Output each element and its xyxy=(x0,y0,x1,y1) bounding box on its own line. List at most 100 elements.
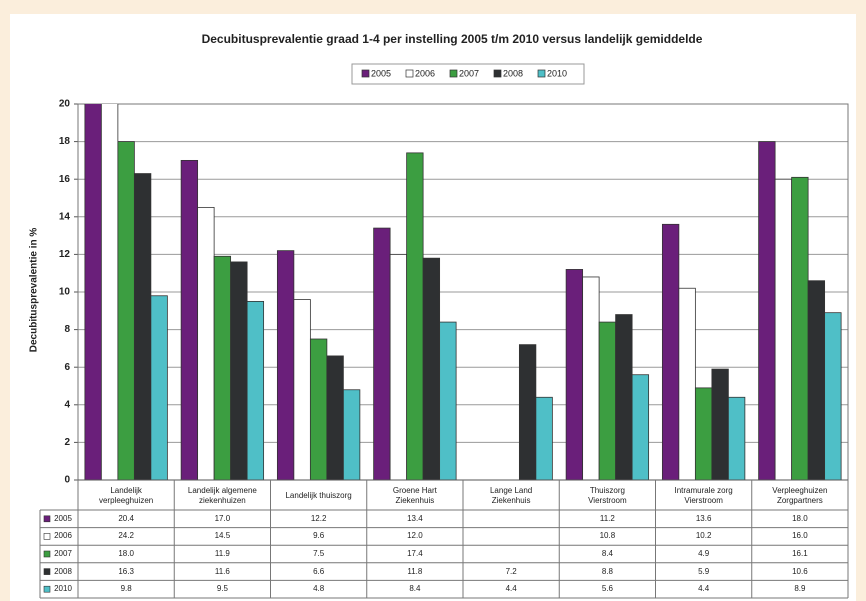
bar xyxy=(100,104,119,480)
table-value: 20.4 xyxy=(118,513,134,523)
bar xyxy=(180,159,199,480)
table-value: 4.4 xyxy=(698,584,710,594)
legend-key xyxy=(361,69,370,78)
legend-key xyxy=(449,69,458,78)
table-series-label: 2006 xyxy=(54,531,72,541)
table-value: 6.6 xyxy=(313,566,325,576)
bar xyxy=(117,141,135,480)
table-value: 5.6 xyxy=(601,584,613,594)
bar xyxy=(518,344,537,480)
y-axis-label: Decubitusprevalentie in % xyxy=(29,228,40,353)
table-legend-key xyxy=(43,568,51,575)
table-series-label: 2008 xyxy=(54,566,72,576)
category-label: Verpleeghuizen Zorgpartners xyxy=(772,486,828,505)
legend-box xyxy=(351,63,585,85)
table-value: 8.4 xyxy=(601,548,613,558)
bar xyxy=(309,338,328,480)
table-value: 9.5 xyxy=(216,584,228,594)
table-value: 8.4 xyxy=(409,584,421,594)
table-value: 4.9 xyxy=(698,548,710,558)
table-value: 9.6 xyxy=(313,531,325,541)
table-value: 12.2 xyxy=(310,513,327,523)
bar xyxy=(150,295,168,480)
category-label: Groene Hart Ziekenhuis xyxy=(392,486,437,505)
table-legend-key xyxy=(43,550,51,558)
table-value: 7.2 xyxy=(505,566,517,576)
bar xyxy=(774,178,793,480)
table-value: 4.4 xyxy=(505,584,517,594)
table-legend-key xyxy=(43,515,51,523)
table-value: 8.9 xyxy=(794,584,806,594)
legend-label: 2008 xyxy=(503,68,523,78)
table-value: 16.3 xyxy=(118,566,134,576)
legend-label: 2010 xyxy=(547,68,567,78)
bar xyxy=(711,368,729,480)
table-value: 7.5 xyxy=(313,548,325,558)
table-value: 11.6 xyxy=(214,566,230,576)
table-value: 24.2 xyxy=(118,531,134,541)
chart-title: Decubitusprevalentie graad 1-4 per inste… xyxy=(202,32,703,46)
table-value: 17.0 xyxy=(214,513,231,523)
y-tick-label: 20 xyxy=(59,99,71,110)
legend-label: 2005 xyxy=(371,68,391,78)
bar xyxy=(422,257,441,480)
bar xyxy=(133,173,152,480)
table-value: 13.6 xyxy=(695,513,712,523)
bar xyxy=(615,314,633,480)
category-label: Intramurale zorg Vierstroom xyxy=(674,486,733,505)
bar xyxy=(406,152,424,480)
y-tick-label: 8 xyxy=(64,324,70,335)
legend-key xyxy=(405,69,414,78)
bar xyxy=(342,389,361,480)
y-tick-label: 14 xyxy=(59,211,71,222)
table-series-label: 2010 xyxy=(54,584,72,594)
bar xyxy=(727,396,746,480)
legend-key xyxy=(493,69,502,78)
table-series-label: 2007 xyxy=(54,548,72,558)
table-value: 8.8 xyxy=(601,566,613,576)
table-value: 10.2 xyxy=(695,531,712,541)
table-value: 10.6 xyxy=(792,566,808,576)
table-value: 4.8 xyxy=(313,584,325,594)
bar xyxy=(598,321,617,480)
y-tick-label: 0 xyxy=(64,475,70,486)
category-label: Landelijk algemene ziekenhuizen xyxy=(187,486,257,505)
bar xyxy=(758,141,776,480)
bar xyxy=(807,280,826,480)
bar xyxy=(230,261,248,480)
table-value: 16.1 xyxy=(792,548,808,558)
bar xyxy=(439,321,457,480)
bars xyxy=(84,104,842,480)
bar xyxy=(373,227,391,480)
y-tick-label: 4 xyxy=(64,399,70,410)
table-value: 18.0 xyxy=(118,548,134,558)
bar xyxy=(694,387,713,480)
table-value: 12.0 xyxy=(407,531,423,541)
table-value: 14.5 xyxy=(214,531,231,541)
table-series-label: 2005 xyxy=(54,513,72,523)
table-value: 16.0 xyxy=(792,531,808,541)
table-value: 17.4 xyxy=(407,548,423,558)
bar xyxy=(276,250,295,480)
bar xyxy=(661,223,680,480)
bar xyxy=(565,269,584,480)
category-label: Lange Land Ziekenhuis xyxy=(489,486,533,505)
y-tick-label: 16 xyxy=(59,174,71,185)
y-tick-label: 6 xyxy=(64,362,70,373)
table-value: 5.9 xyxy=(698,566,710,576)
y-tick-label: 18 xyxy=(59,136,71,147)
table-value: 18.0 xyxy=(792,513,808,523)
y-tick-label: 12 xyxy=(59,249,71,260)
bar xyxy=(791,176,809,480)
y-tick-label: 10 xyxy=(59,287,71,298)
bar xyxy=(678,287,696,480)
table-value: 9.8 xyxy=(120,584,132,594)
bar xyxy=(213,255,232,480)
bar xyxy=(582,276,600,480)
table-value: 11.8 xyxy=(407,566,423,576)
table-legend-key xyxy=(43,585,51,593)
table-value: 11.2 xyxy=(599,513,615,523)
bar xyxy=(389,253,408,480)
